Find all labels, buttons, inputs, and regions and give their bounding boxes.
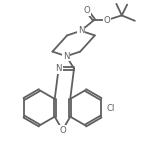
Text: N: N <box>55 64 62 73</box>
Text: O: O <box>84 6 90 15</box>
Text: N: N <box>63 52 70 61</box>
Text: O: O <box>104 16 111 24</box>
Text: O: O <box>59 126 66 135</box>
Text: Cl: Cl <box>106 104 114 113</box>
Text: N: N <box>78 26 84 35</box>
